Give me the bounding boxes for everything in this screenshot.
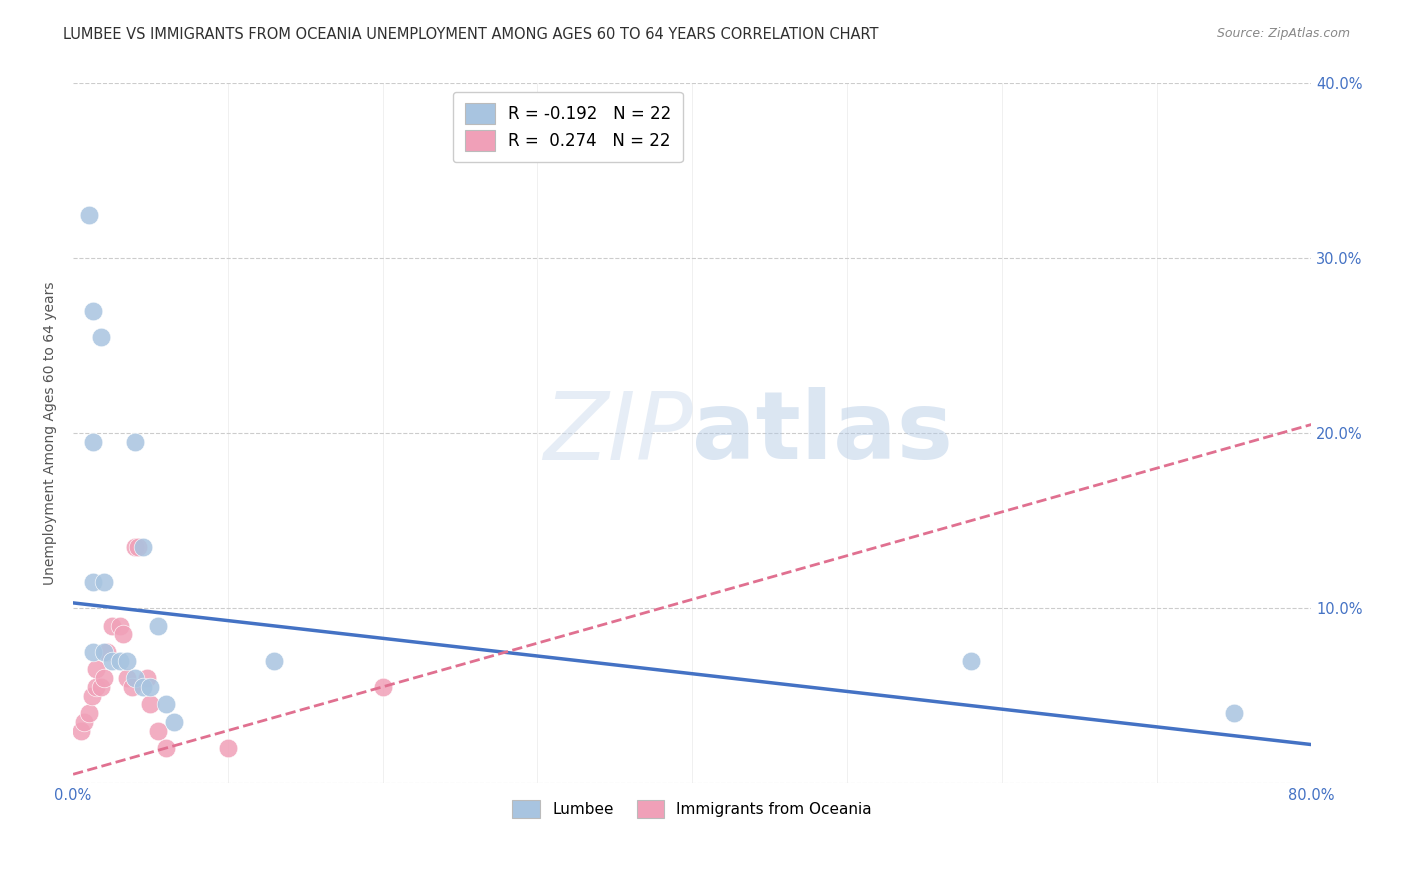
Point bbox=[117, 671, 139, 685]
Y-axis label: Unemployment Among Ages 60 to 64 years: Unemployment Among Ages 60 to 64 years bbox=[44, 282, 58, 585]
Point bbox=[73, 714, 96, 729]
Point bbox=[69, 723, 91, 738]
Point bbox=[111, 627, 134, 641]
Point bbox=[80, 689, 103, 703]
Text: ZIP: ZIP bbox=[543, 388, 692, 479]
Point bbox=[82, 645, 104, 659]
Point bbox=[136, 671, 159, 685]
Point bbox=[132, 680, 155, 694]
Point bbox=[101, 654, 124, 668]
Point bbox=[155, 698, 177, 712]
Point bbox=[127, 540, 149, 554]
Text: Source: ZipAtlas.com: Source: ZipAtlas.com bbox=[1216, 27, 1350, 40]
Point bbox=[163, 714, 186, 729]
Point bbox=[96, 645, 118, 659]
Point bbox=[139, 698, 162, 712]
Point bbox=[148, 618, 170, 632]
Point bbox=[108, 654, 131, 668]
Point bbox=[960, 654, 983, 668]
Point bbox=[84, 662, 107, 676]
Point bbox=[132, 540, 155, 554]
Point bbox=[371, 680, 394, 694]
Point bbox=[139, 680, 162, 694]
Point bbox=[77, 208, 100, 222]
Point bbox=[1223, 706, 1246, 720]
Point bbox=[108, 618, 131, 632]
Text: atlas: atlas bbox=[692, 387, 953, 479]
Point bbox=[155, 741, 177, 756]
Point bbox=[93, 645, 115, 659]
Point bbox=[124, 540, 146, 554]
Point bbox=[263, 654, 285, 668]
Point bbox=[82, 574, 104, 589]
Legend: Lumbee, Immigrants from Oceania: Lumbee, Immigrants from Oceania bbox=[506, 794, 879, 824]
Point bbox=[121, 680, 143, 694]
Point bbox=[84, 680, 107, 694]
Point bbox=[124, 671, 146, 685]
Point bbox=[124, 434, 146, 449]
Point bbox=[82, 434, 104, 449]
Point bbox=[82, 303, 104, 318]
Point bbox=[217, 741, 239, 756]
Point bbox=[93, 671, 115, 685]
Point bbox=[101, 618, 124, 632]
Point bbox=[90, 680, 112, 694]
Point bbox=[90, 330, 112, 344]
Point bbox=[117, 654, 139, 668]
Point bbox=[148, 723, 170, 738]
Point bbox=[93, 574, 115, 589]
Text: LUMBEE VS IMMIGRANTS FROM OCEANIA UNEMPLOYMENT AMONG AGES 60 TO 64 YEARS CORRELA: LUMBEE VS IMMIGRANTS FROM OCEANIA UNEMPL… bbox=[63, 27, 879, 42]
Point bbox=[77, 706, 100, 720]
